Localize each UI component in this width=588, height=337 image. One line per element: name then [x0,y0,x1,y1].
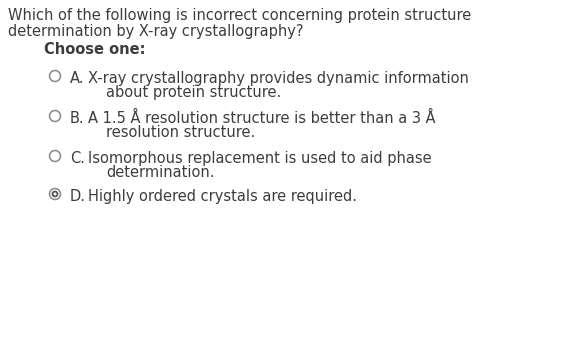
Text: determination.: determination. [106,165,215,180]
Text: A.: A. [70,71,85,86]
Text: determination by X-ray crystallography?: determination by X-ray crystallography? [8,24,303,39]
Text: A 1.5 Å resolution structure is better than a 3 Å: A 1.5 Å resolution structure is better t… [88,111,436,126]
Text: Which of the following is incorrect concerning protein structure: Which of the following is incorrect conc… [8,8,471,23]
Text: Choose one:: Choose one: [44,42,145,57]
Text: B.: B. [70,111,85,126]
Text: about protein structure.: about protein structure. [106,85,281,100]
Text: Highly ordered crystals are required.: Highly ordered crystals are required. [88,189,357,204]
Text: resolution structure.: resolution structure. [106,125,255,140]
Circle shape [54,192,56,195]
Text: D.: D. [70,189,86,204]
Text: X-ray crystallography provides dynamic information: X-ray crystallography provides dynamic i… [88,71,469,86]
Text: Isomorphous replacement is used to aid phase: Isomorphous replacement is used to aid p… [88,151,432,166]
Circle shape [52,191,58,197]
Text: C.: C. [70,151,85,166]
